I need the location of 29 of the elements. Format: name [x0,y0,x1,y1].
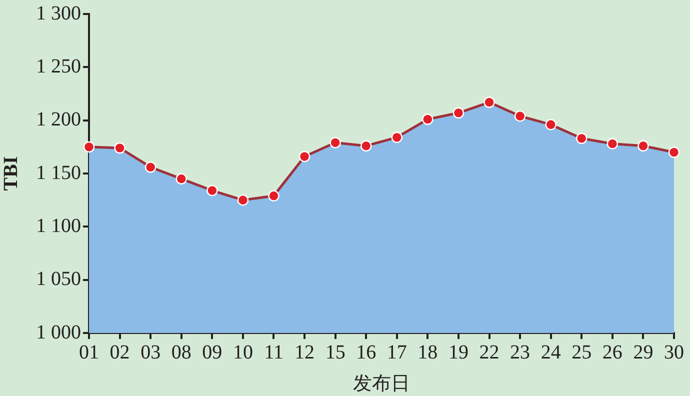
y-axis-title: TBI [0,156,22,191]
x-tick-label: 22 [479,341,500,364]
x-tick-label: 29 [633,341,654,364]
y-tick-label: 1 100 [36,214,81,237]
x-tick-label: 24 [540,341,561,364]
y-tick-label: 1 300 [36,2,81,24]
y-tick-label: 1 200 [36,108,81,131]
y-tick-label: 1 050 [36,268,81,290]
x-tick-label: 03 [140,341,161,364]
y-tick-label: 1 000 [36,321,81,344]
x-tick-label: 23 [510,341,530,364]
x-tick-label: 19 [448,341,468,364]
x-tick-label: 30 [664,341,684,364]
x-tick-label: 18 [418,341,438,364]
x-tick-label: 11 [264,341,284,364]
x-tick-label: 02 [110,341,130,364]
x-tick-label: 15 [325,341,346,364]
x-tick-label: 09 [202,341,222,364]
x-tick-label: 16 [356,341,376,364]
y-tick-label: 1 250 [36,55,81,78]
x-axis-title: 发布日 [353,374,410,395]
x-tick-label: 17 [386,341,407,364]
y-tick-label: 1 150 [36,162,81,184]
x-tick-label: 12 [294,341,315,364]
x-tick-label: 01 [79,341,99,364]
x-tick-label: 26 [602,341,622,364]
x-tick-label: 08 [171,341,192,364]
x-tick-label: 10 [232,341,253,364]
x-tick-label: 25 [572,341,592,364]
